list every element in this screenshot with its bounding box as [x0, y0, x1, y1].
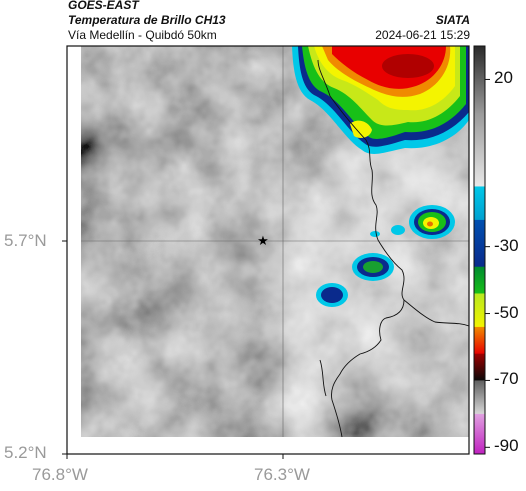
lon-label-76.8: 76.8°W	[32, 465, 88, 484]
department-border	[317, 59, 331, 97]
colorbar-segment	[474, 266, 485, 294]
lat-label-5.2: 5.2°N	[4, 443, 47, 462]
colorbar-segment	[474, 219, 485, 268]
colorbar-segment	[474, 353, 485, 381]
lat-label-5.7: 5.7°N	[4, 231, 47, 250]
colorbar-segment	[474, 413, 485, 455]
map-border	[66, 45, 470, 455]
colorbar-segment	[474, 186, 485, 221]
timestamp-label: 2024-06-21 15:29	[375, 28, 470, 42]
colorbar-segment	[474, 326, 485, 355]
product-title: Temperatura de Brillo CH13	[68, 13, 226, 27]
colorbar-segment	[474, 380, 485, 415]
convective-cell-large	[292, 46, 469, 154]
colorbar-segment	[474, 293, 485, 328]
star-icon: ★	[257, 234, 269, 249]
colorbar-tick-label: -50	[494, 302, 519, 322]
region-subtitle: Vía Medellín - Quibdó 50km	[68, 28, 217, 42]
colorbar-segment	[474, 46, 485, 114]
brightness-temperature-field	[81, 46, 469, 437]
convective-cell-west	[316, 283, 348, 307]
colorbar	[473, 45, 490, 455]
colorbar-tick-label: -90	[494, 436, 519, 456]
colorbar-tick-label: -30	[494, 235, 519, 255]
department-border	[403, 299, 469, 327]
convective-cell-center	[352, 253, 394, 281]
cloud-fragment	[370, 231, 380, 237]
colorbar-segment	[474, 112, 485, 187]
colorbar-frame	[473, 45, 486, 455]
cloud-fragment	[391, 225, 405, 235]
lon-label-76.3: 76.3°W	[254, 465, 310, 484]
colorbar-tick-label: -70	[494, 369, 519, 389]
colorbar-tick-label: 20	[494, 68, 513, 88]
department-border	[319, 359, 327, 397]
satellite-title: GOES-EAST	[68, 0, 139, 12]
agency-label: SIATA	[435, 13, 470, 27]
convective-cell-east	[409, 205, 455, 239]
